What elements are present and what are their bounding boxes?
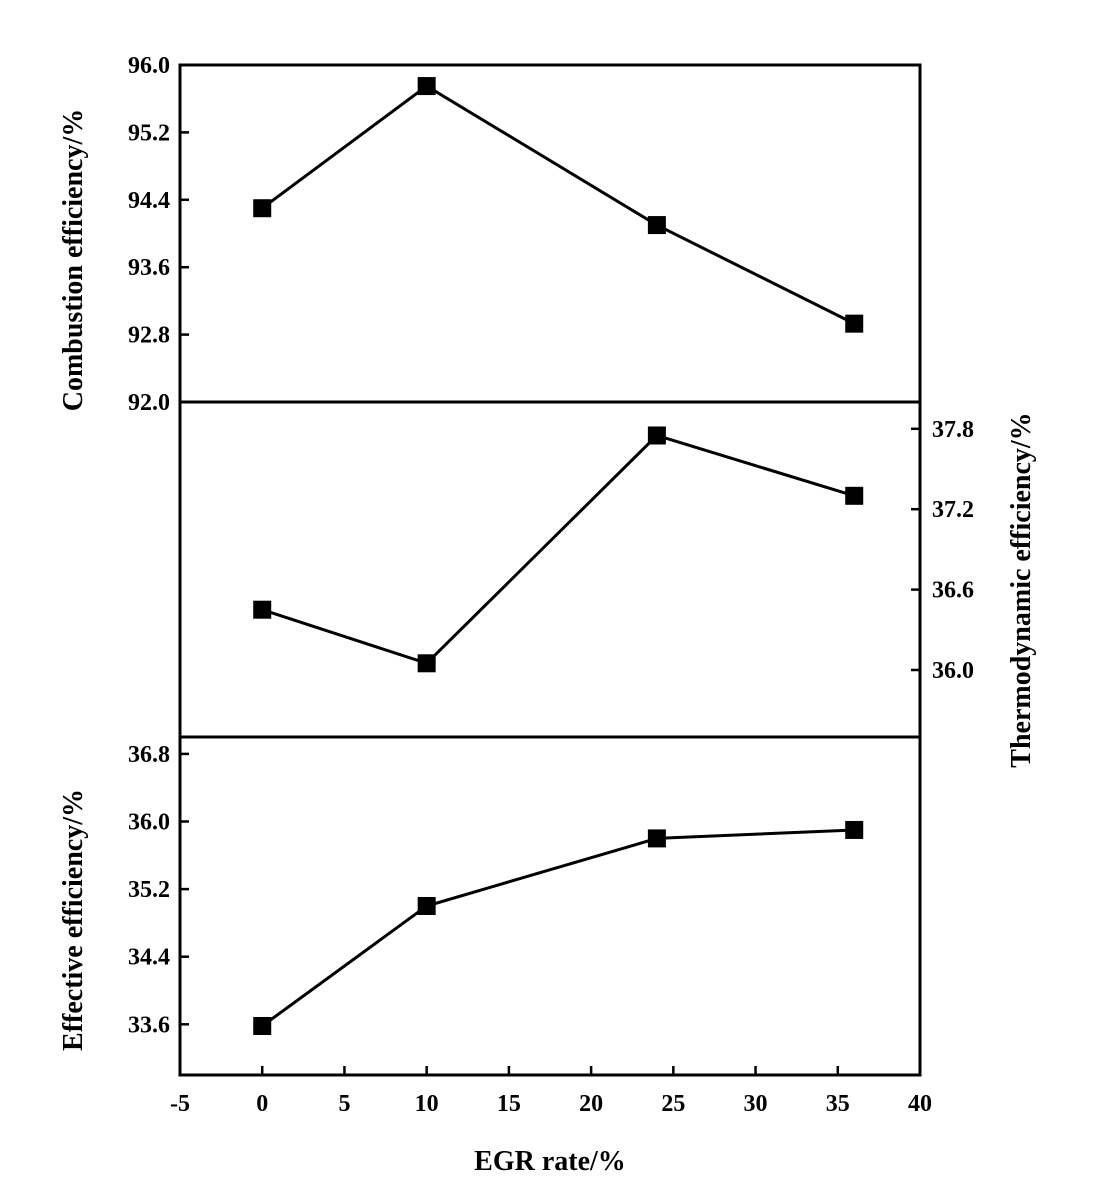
y-tick-label: 36.6 [932, 578, 974, 604]
y-tick-label: 95.2 [128, 120, 170, 146]
series-line [261, 433, 855, 666]
x-tick-label: 25 [661, 1091, 685, 1117]
panel-frame [178, 400, 922, 739]
x-tick-label: 10 [415, 1091, 439, 1117]
x-tick-label: 30 [744, 1091, 768, 1117]
x-tick-label: 5 [338, 1091, 350, 1117]
y-tick-label: 96.0 [128, 53, 170, 79]
data-point [253, 600, 272, 619]
panel-2: 36.0 36.6 37.2 37.8 Thermodynamic efficiency… [178, 400, 1037, 768]
x-axis-title: EGR rate/% [474, 1146, 626, 1177]
data-point [845, 486, 864, 505]
panel-3: 33.6 34.4 35.2 36.0 36.8 Effective efficiency… [58, 735, 922, 1077]
series-line [261, 828, 855, 1028]
y-tick-label: 36.0 [128, 810, 170, 836]
y-axis-title: Combustion efficiency/% [58, 109, 89, 412]
data-point [845, 314, 864, 333]
y-tick-label: 37.2 [932, 497, 974, 523]
y-axis-title: Effective efficiency/% [58, 789, 89, 1051]
y-tick-label: 34.4 [128, 945, 170, 971]
data-point [417, 654, 436, 673]
x-tick-label: 15 [497, 1091, 521, 1117]
panel-frame [178, 63, 922, 404]
y-tick-label: 36.8 [128, 742, 170, 768]
y-tick-label: 33.6 [128, 1012, 170, 1038]
panel-frame [178, 735, 922, 1077]
y-tick-label: 37.8 [932, 417, 974, 443]
series-line [261, 84, 855, 325]
y-tick-label: 92.8 [128, 323, 170, 349]
y-tick-label: 94.4 [128, 188, 170, 214]
x-tick-label: 40 [908, 1091, 932, 1117]
data-point [417, 77, 436, 96]
y-tick-label: 92.0 [128, 390, 170, 416]
data-point [253, 199, 272, 218]
data-point [845, 820, 864, 839]
x-tick-label: 0 [256, 1091, 268, 1117]
data-point [647, 426, 666, 445]
x-axis: -5 0 5 10 15 20 25 30 35 40 [170, 1066, 932, 1117]
x-tick-label: 35 [826, 1091, 850, 1117]
x-tick-label: -5 [170, 1091, 190, 1117]
y-tick-label: 93.6 [128, 255, 170, 281]
chart-panels: 92.0 92.8 93.6 94.4 95.2 96.0 Combustion effic… [58, 53, 1037, 1077]
data-point [647, 829, 666, 848]
x-tick-label: 20 [579, 1091, 603, 1117]
y-tick-label: 35.2 [128, 877, 170, 903]
y-axis-title: Thermodynamic efficiency/% [1006, 412, 1037, 767]
y-tick-label: 36.0 [932, 658, 974, 684]
data-point [417, 897, 436, 915]
data-point [253, 1016, 272, 1035]
panel-1: 92.0 92.8 93.6 94.4 95.2 96.0 Combustion effic… [58, 53, 922, 416]
data-point [647, 216, 666, 235]
